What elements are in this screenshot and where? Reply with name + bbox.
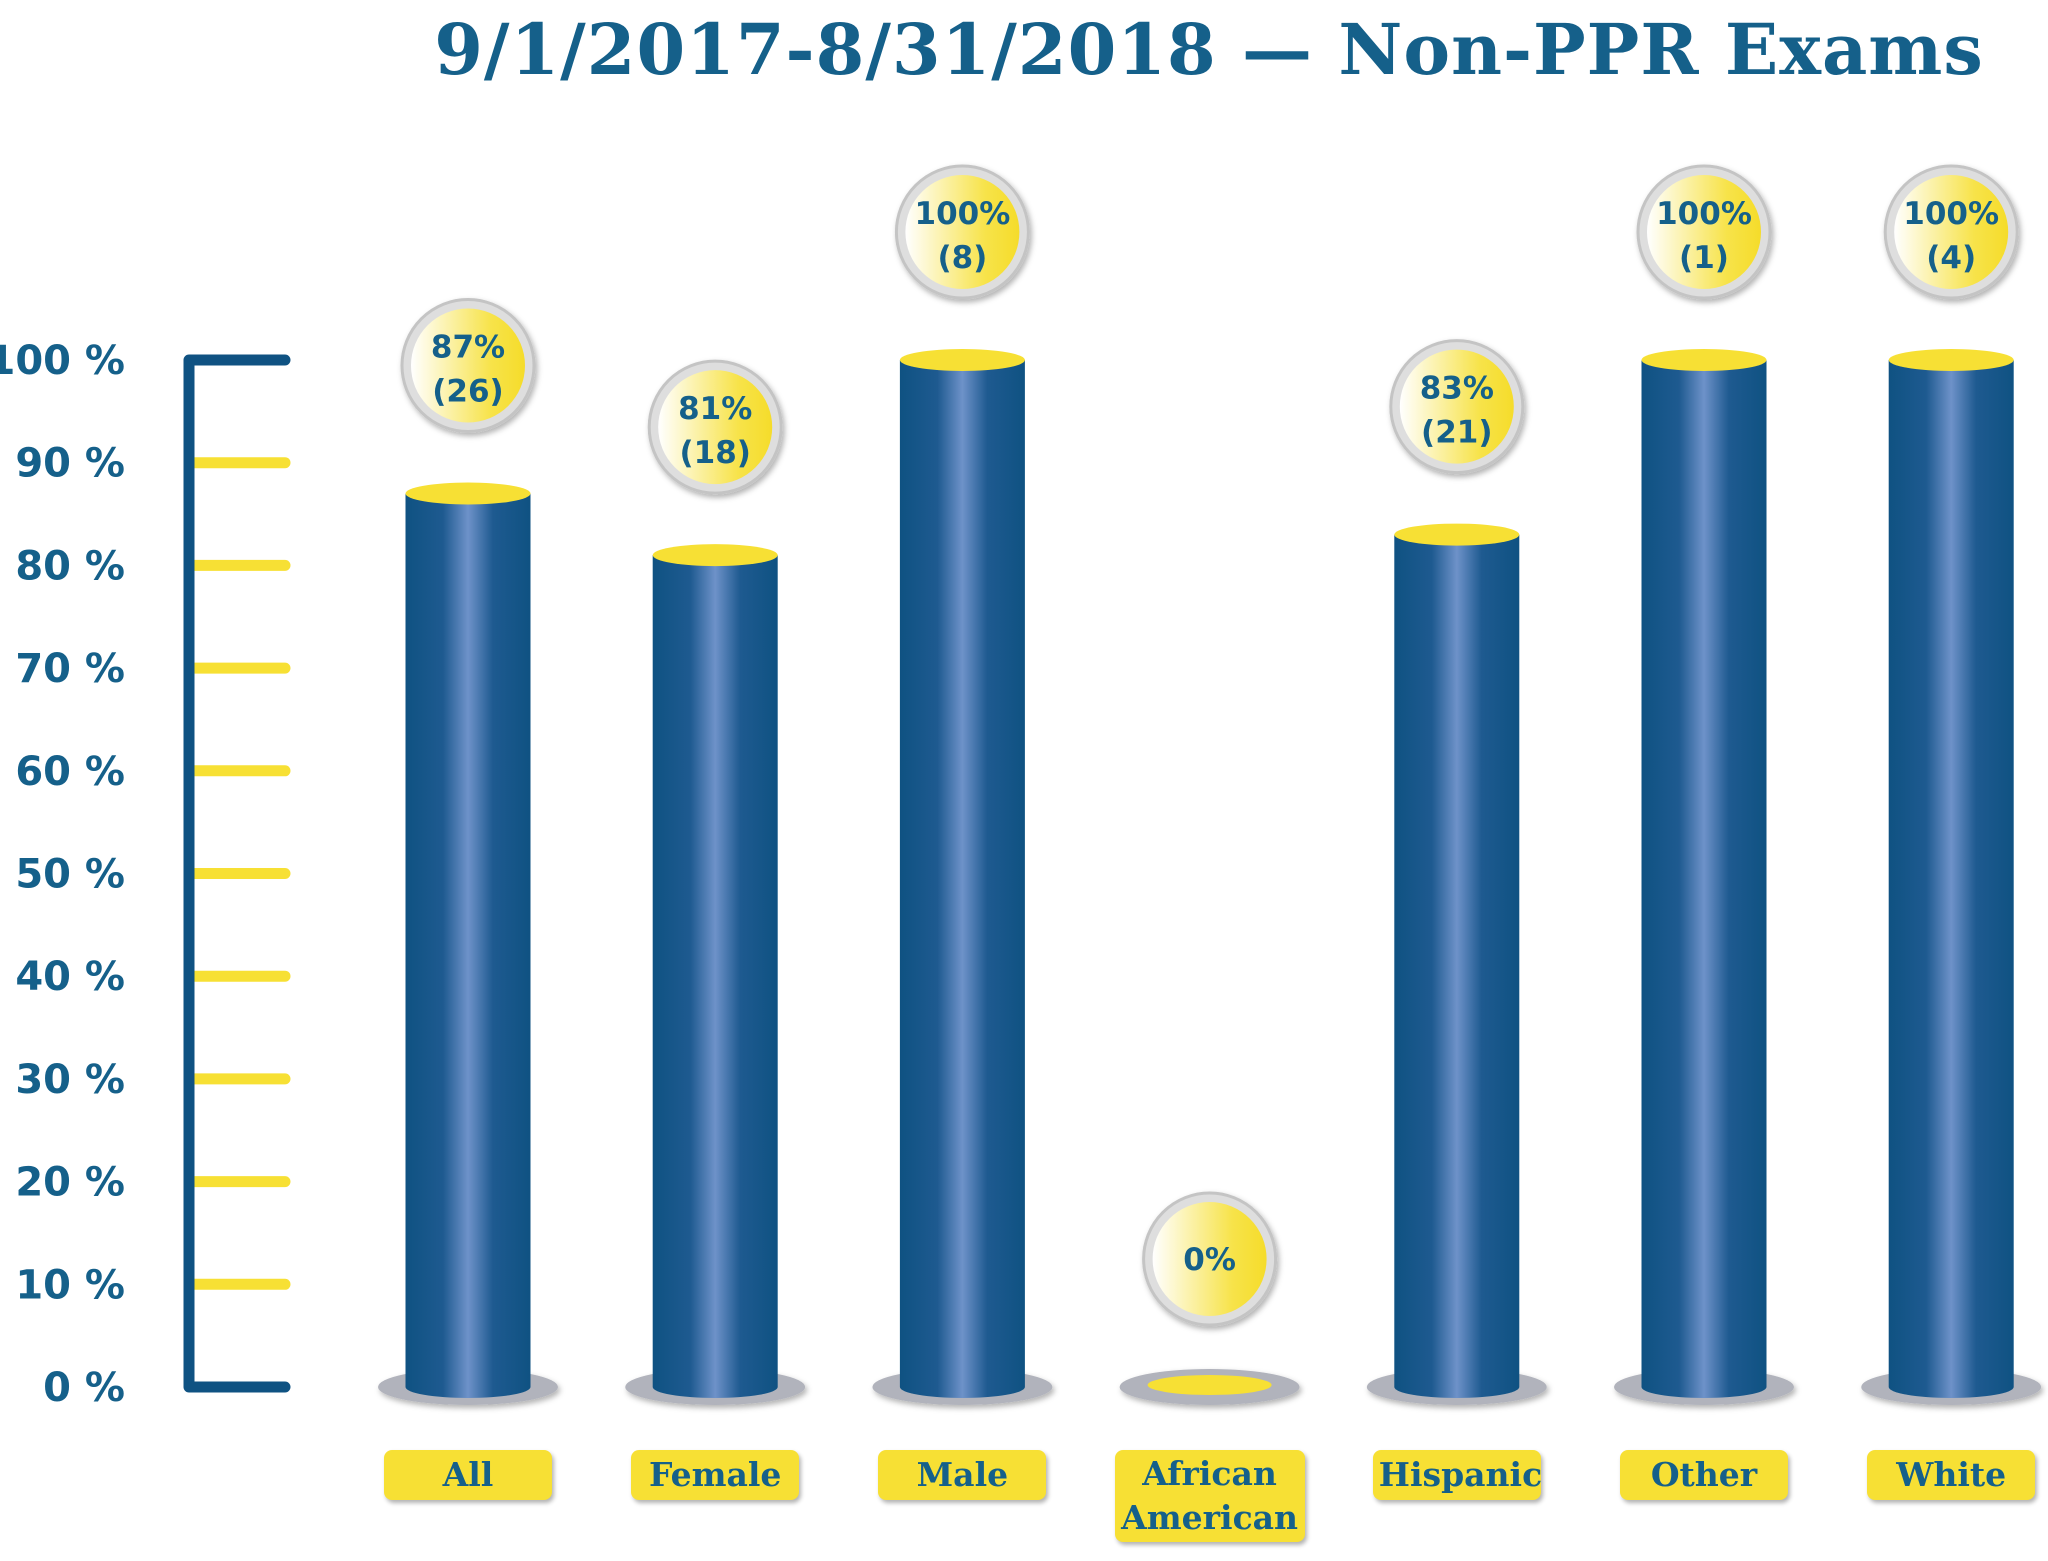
- y-tick-label: 50 %: [15, 852, 125, 898]
- bar-white: [1888, 360, 2014, 1398]
- bar-top-cap: [1641, 349, 1767, 371]
- y-tick-label: 70 %: [15, 646, 125, 692]
- data-label-percent: 83%: [1420, 371, 1494, 407]
- data-bubble: [658, 370, 773, 485]
- data-bubble: [411, 308, 525, 423]
- y-tick-label: 0 %: [43, 1365, 125, 1411]
- data-label-percent: 81%: [678, 391, 752, 427]
- data-label-percent: 100%: [1656, 196, 1752, 232]
- bar-other: [1641, 360, 1767, 1398]
- x-category-label: White: [1867, 1450, 2036, 1500]
- data-bubble: [1152, 1202, 1267, 1316]
- y-tick-label: 30 %: [15, 1057, 125, 1103]
- x-category-label: Hispanic: [1372, 1450, 1542, 1500]
- bar-female: [652, 555, 778, 1398]
- data-label-percent: 100%: [915, 196, 1011, 232]
- y-axis-line: [183, 354, 291, 1393]
- bar-top-cap: [899, 349, 1025, 371]
- data-label-count: (26): [432, 374, 503, 410]
- data-label-count: (18): [679, 435, 750, 471]
- bar-top-cap: [652, 544, 778, 567]
- data-label-count: (8): [937, 240, 987, 276]
- bar-top-cap: [1888, 349, 2014, 371]
- bar-all: [405, 493, 531, 1398]
- data-label-percent: 87%: [431, 330, 505, 366]
- x-category-label: Female: [631, 1450, 800, 1500]
- data-label-percent: 0%: [1183, 1242, 1236, 1278]
- y-tick-label: 20 %: [15, 1160, 125, 1206]
- data-bubble: [1894, 175, 2009, 289]
- x-category-label: African American: [1114, 1450, 1305, 1542]
- x-category-label: Other: [1620, 1450, 1788, 1500]
- data-bubble: [905, 175, 1020, 289]
- x-category-label: Male: [878, 1450, 1047, 1500]
- bar-top-cap: [405, 482, 531, 505]
- data-label-count: (4): [1926, 240, 1976, 276]
- bar-empty-cap: [1147, 1375, 1272, 1395]
- x-category-label: All: [384, 1450, 552, 1500]
- y-tick-label: 40 %: [15, 954, 125, 1000]
- chart-title: 9/1/2017-8/31/2018 — Non-PPR Exams: [434, 8, 1984, 91]
- y-tick-label: 90 %: [15, 441, 125, 487]
- data-label-count: (1): [1679, 240, 1729, 276]
- data-label-count: (21): [1421, 415, 1492, 451]
- bar-hispanic: [1394, 534, 1520, 1398]
- y-tick-label: 100 %: [0, 338, 125, 384]
- bar-male: [899, 360, 1025, 1398]
- y-tick-label: 10 %: [15, 1262, 125, 1308]
- bar-top-cap: [1394, 523, 1520, 546]
- y-tick-label: 60 %: [15, 749, 125, 795]
- data-label-percent: 100%: [1903, 196, 1999, 232]
- y-tick-label: 80 %: [15, 543, 125, 589]
- data-bubble: [1399, 349, 1514, 464]
- data-bubble: [1647, 175, 1761, 289]
